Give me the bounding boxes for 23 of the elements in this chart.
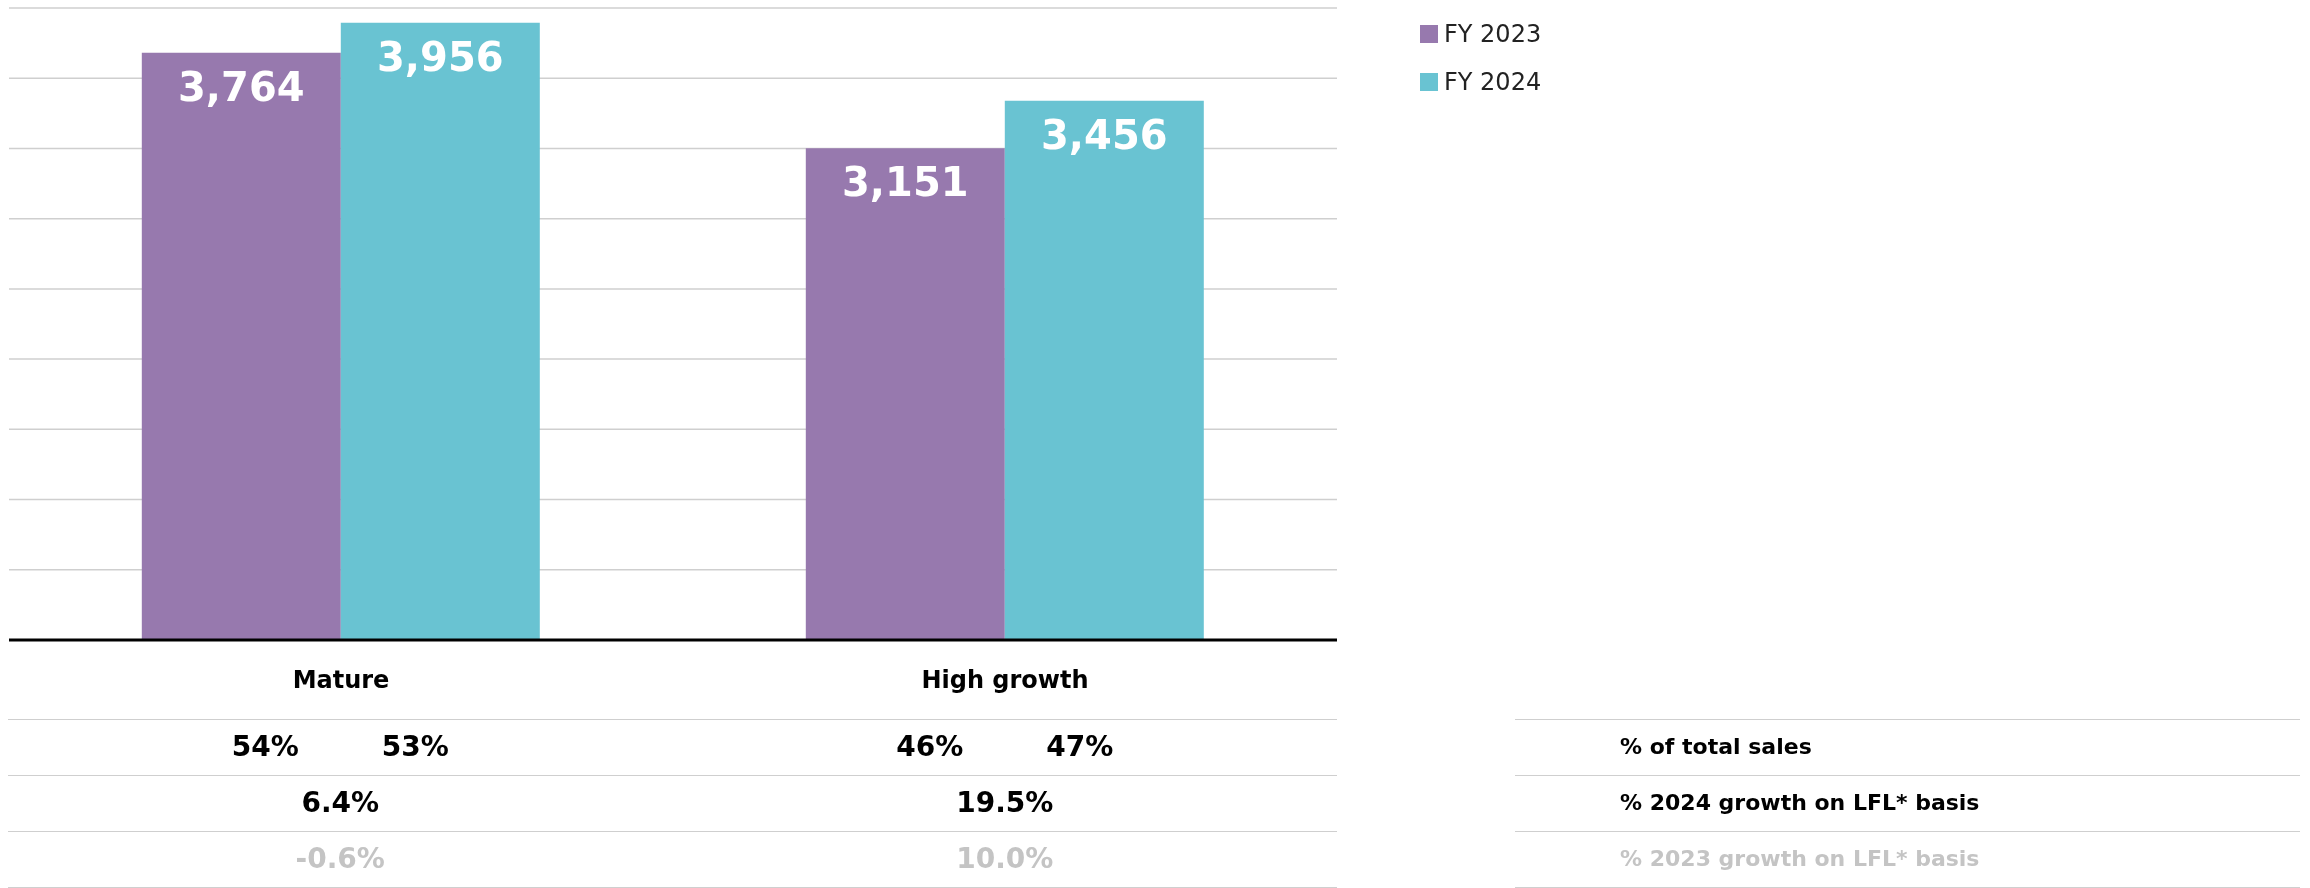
bar: [340, 22, 540, 640]
text: % of total sales: [1620, 733, 1812, 761]
legend-label: FY 2024: [1444, 68, 1542, 96]
data-label: 3,956: [377, 33, 504, 80]
text: 46%: [895, 729, 965, 765]
bar: [805, 148, 1005, 640]
bar: [141, 52, 341, 640]
legend-label: FY 2023: [1444, 20, 1542, 48]
data-label: 3,764: [178, 63, 305, 110]
text: 53%: [380, 729, 450, 765]
text: % 2023 growth on LFL* basis: [1620, 845, 1980, 873]
bar: [1004, 100, 1204, 640]
text: 54%: [230, 729, 300, 765]
text: 6.4%: [300, 785, 381, 821]
text: 10.0%: [955, 841, 1055, 877]
data-label: 3,456: [1041, 111, 1168, 158]
x-tick-label: Mature: [292, 666, 390, 695]
text: % 2024 growth on LFL* basis: [1620, 789, 1980, 817]
x-tick-label: High growth: [921, 666, 1089, 695]
text: 47%: [1045, 729, 1115, 765]
text: 19.5%: [955, 785, 1055, 821]
text: -0.6%: [294, 841, 386, 877]
data-label: 3,151: [842, 159, 969, 206]
